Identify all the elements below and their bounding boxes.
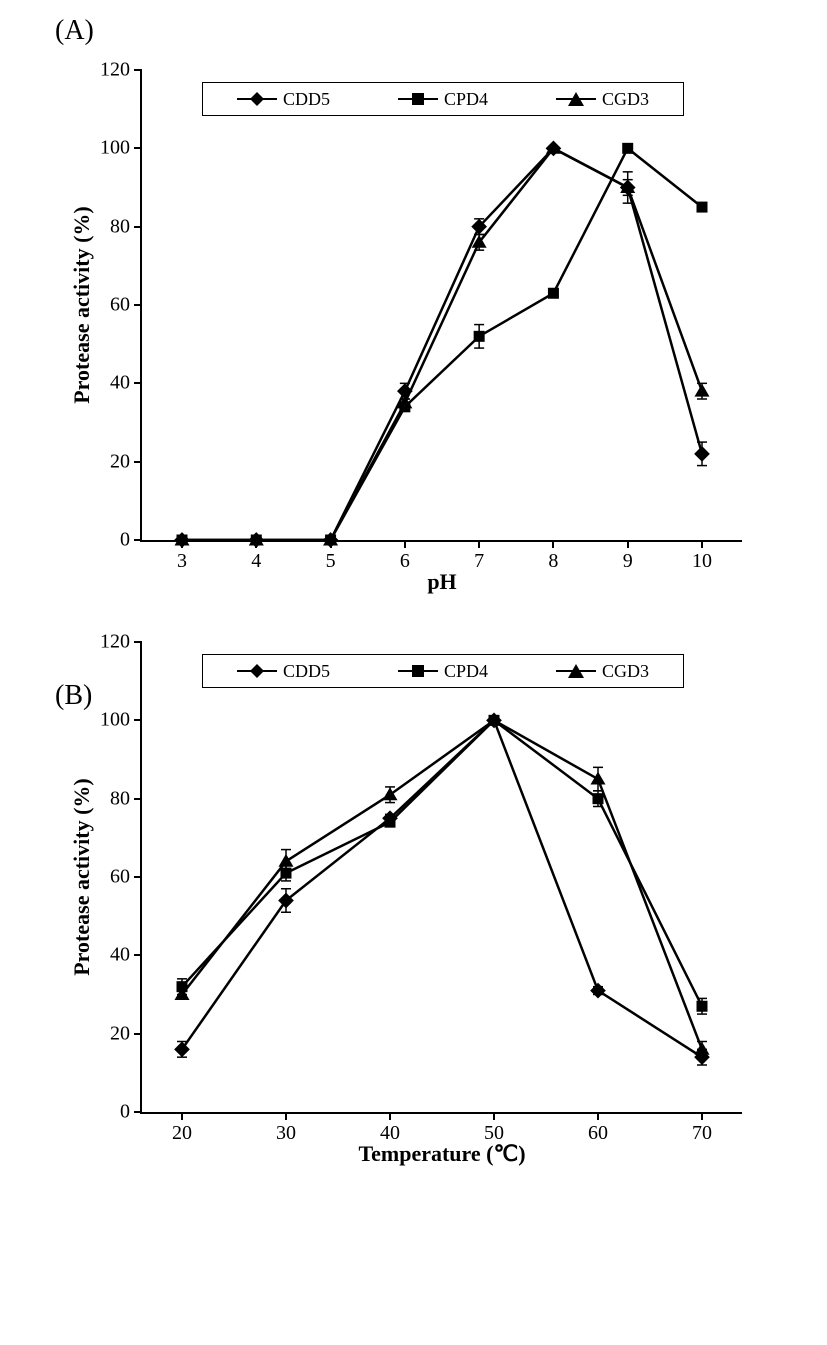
panel-a-y-label: Protease activity (%): [69, 206, 95, 404]
legend-item-cdd5: CDD5: [237, 661, 330, 682]
x-tick-label: 3: [177, 550, 187, 573]
panel-a-svg: [142, 70, 742, 540]
x-tick-label: 4: [251, 550, 261, 573]
series-line-cdd5: [182, 148, 702, 540]
y-tick-label: 20: [110, 450, 130, 473]
triangle-icon: [568, 664, 584, 678]
legend-line-icon: [237, 670, 277, 672]
legend-label: CPD4: [444, 661, 488, 682]
triangle-icon: [591, 772, 606, 785]
x-tick-label: 10: [692, 550, 712, 573]
y-tick-label: 80: [110, 215, 130, 238]
y-tick-label: 100: [100, 137, 130, 160]
y-tick-label: 60: [110, 866, 130, 889]
legend-label: CDD5: [283, 89, 330, 110]
legend-line-icon: [398, 670, 438, 672]
triangle-icon: [695, 1042, 710, 1055]
legend-item-cpd4: CPD4: [398, 89, 488, 110]
square-icon: [593, 793, 604, 804]
x-tick-label: 6: [400, 550, 410, 573]
panel-a-plot-area: 020406080100120 345678910 Protease activ…: [140, 70, 742, 542]
y-tick-label: 0: [120, 1101, 130, 1124]
square-icon: [697, 202, 708, 213]
y-tick-label: 60: [110, 294, 130, 317]
square-icon: [411, 664, 425, 678]
diamond-icon: [694, 446, 710, 462]
y-tick-label: 20: [110, 1022, 130, 1045]
legend-line-icon: [398, 98, 438, 100]
legend-line-icon: [556, 670, 596, 672]
figure-root: (A) 020406080100120 345678910 Protease a…: [0, 0, 827, 1114]
legend-label: CGD3: [602, 89, 649, 110]
square-icon: [411, 92, 425, 106]
series-line-cpd4: [182, 720, 702, 1006]
legend-line-icon: [556, 98, 596, 100]
x-tick-label: 7: [474, 550, 484, 573]
x-tick-label: 9: [623, 550, 633, 573]
x-tick-label: 8: [548, 550, 558, 573]
square-icon: [697, 1001, 708, 1012]
x-tick-label: 70: [692, 1122, 712, 1145]
panel-b-legend: CDD5 CPD4 CGD3: [202, 654, 684, 688]
triangle-icon: [695, 384, 710, 397]
diamond-icon: [174, 1041, 190, 1057]
square-icon: [622, 143, 633, 154]
y-tick-label: 120: [100, 59, 130, 82]
x-tick-label: 30: [276, 1122, 296, 1145]
legend-label: CGD3: [602, 661, 649, 682]
panel-b: 020406080100120 203040506070 Protease ac…: [70, 582, 827, 1114]
legend-item-cpd4: CPD4: [398, 661, 488, 682]
y-tick-label: 100: [100, 709, 130, 732]
y-tick-label: 80: [110, 787, 130, 810]
square-icon: [385, 817, 396, 828]
x-tick-label: 5: [326, 550, 336, 573]
square-icon: [548, 288, 559, 299]
diamond-icon: [250, 92, 264, 106]
diamond-icon: [250, 664, 264, 678]
diamond-icon: [590, 983, 606, 999]
legend-item-cdd5: CDD5: [237, 89, 330, 110]
series-line-cgd3: [182, 148, 702, 540]
y-tick-label: 40: [110, 372, 130, 395]
y-tick-label: 120: [100, 631, 130, 654]
y-tick-label: 40: [110, 944, 130, 967]
legend-label: CPD4: [444, 89, 488, 110]
triangle-icon: [279, 854, 294, 867]
x-tick-label: 60: [588, 1122, 608, 1145]
panel-b-plot-area: 020406080100120 203040506070 Protease ac…: [140, 642, 742, 1114]
y-tick-label: 0: [120, 529, 130, 552]
series-line-cpd4: [182, 148, 702, 540]
legend-label: CDD5: [283, 661, 330, 682]
legend-line-icon: [237, 98, 277, 100]
panel-b-y-label: Protease activity (%): [69, 778, 95, 976]
panel-a: 020406080100120 345678910 Protease activ…: [70, 0, 827, 542]
x-tick-label: 20: [172, 1122, 192, 1145]
panel-b-svg: [142, 642, 742, 1112]
legend-item-cgd3: CGD3: [556, 661, 649, 682]
triangle-icon: [568, 92, 584, 106]
panel-a-legend: CDD5 CPD4 CGD3: [202, 82, 684, 116]
legend-item-cgd3: CGD3: [556, 89, 649, 110]
square-icon: [474, 331, 485, 342]
panel-b-x-label: Temperature (℃): [358, 1141, 525, 1167]
triangle-icon: [383, 787, 398, 800]
